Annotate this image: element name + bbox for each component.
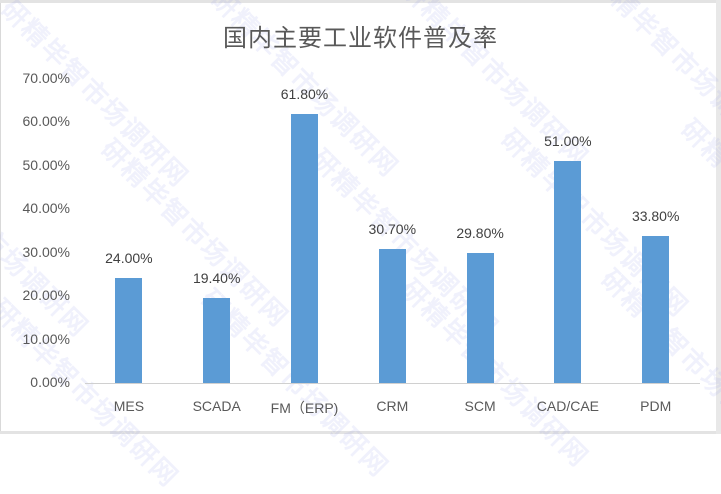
data-label: 61.80% [280,85,329,102]
frame-border-right [716,0,721,434]
y-tick-label: 20.00% [22,287,70,303]
bar [115,278,143,383]
x-axis-line [85,383,700,384]
data-label: 51.00% [544,132,592,149]
y-tick-label: 60.00% [22,113,70,129]
data-label: 24.00% [105,250,153,267]
data-label: 19.40% [192,270,241,287]
data-label: 30.70% [368,221,417,238]
x-tick-label: CRM [376,398,409,414]
x-tick-label: FM（ERP) [270,400,339,416]
x-tick-label: SCADA [192,398,241,414]
data-label: 29.80% [456,225,504,242]
bar [378,249,406,383]
y-tick-label: 70.00% [22,70,70,86]
y-tick-label: 30.00% [22,244,70,260]
y-tick-label: 0.00% [30,374,70,390]
y-tick-label: 40.00% [22,200,70,216]
x-tick-label: PDM [640,398,672,414]
y-tick-label: 50.00% [22,157,70,173]
bar [466,253,494,383]
chart-title: 国内主要工业软件普及率 [223,24,498,52]
plot-area: 0.00% 10.00% 20.00% 30.00% 40.00% 50.00%… [22,70,700,416]
bar [203,298,231,383]
frame-border-top [0,0,721,3]
data-label: 33.80% [631,207,680,224]
y-tick-label: 10.00% [22,331,70,347]
x-tick-label: SCM [464,398,496,414]
x-tick-label: MES [113,398,145,414]
bar [642,235,670,383]
frame-border-bottom [0,431,721,434]
bar [291,113,318,383]
x-tick-label: CAD/CAE [536,398,599,414]
bar [554,160,582,383]
